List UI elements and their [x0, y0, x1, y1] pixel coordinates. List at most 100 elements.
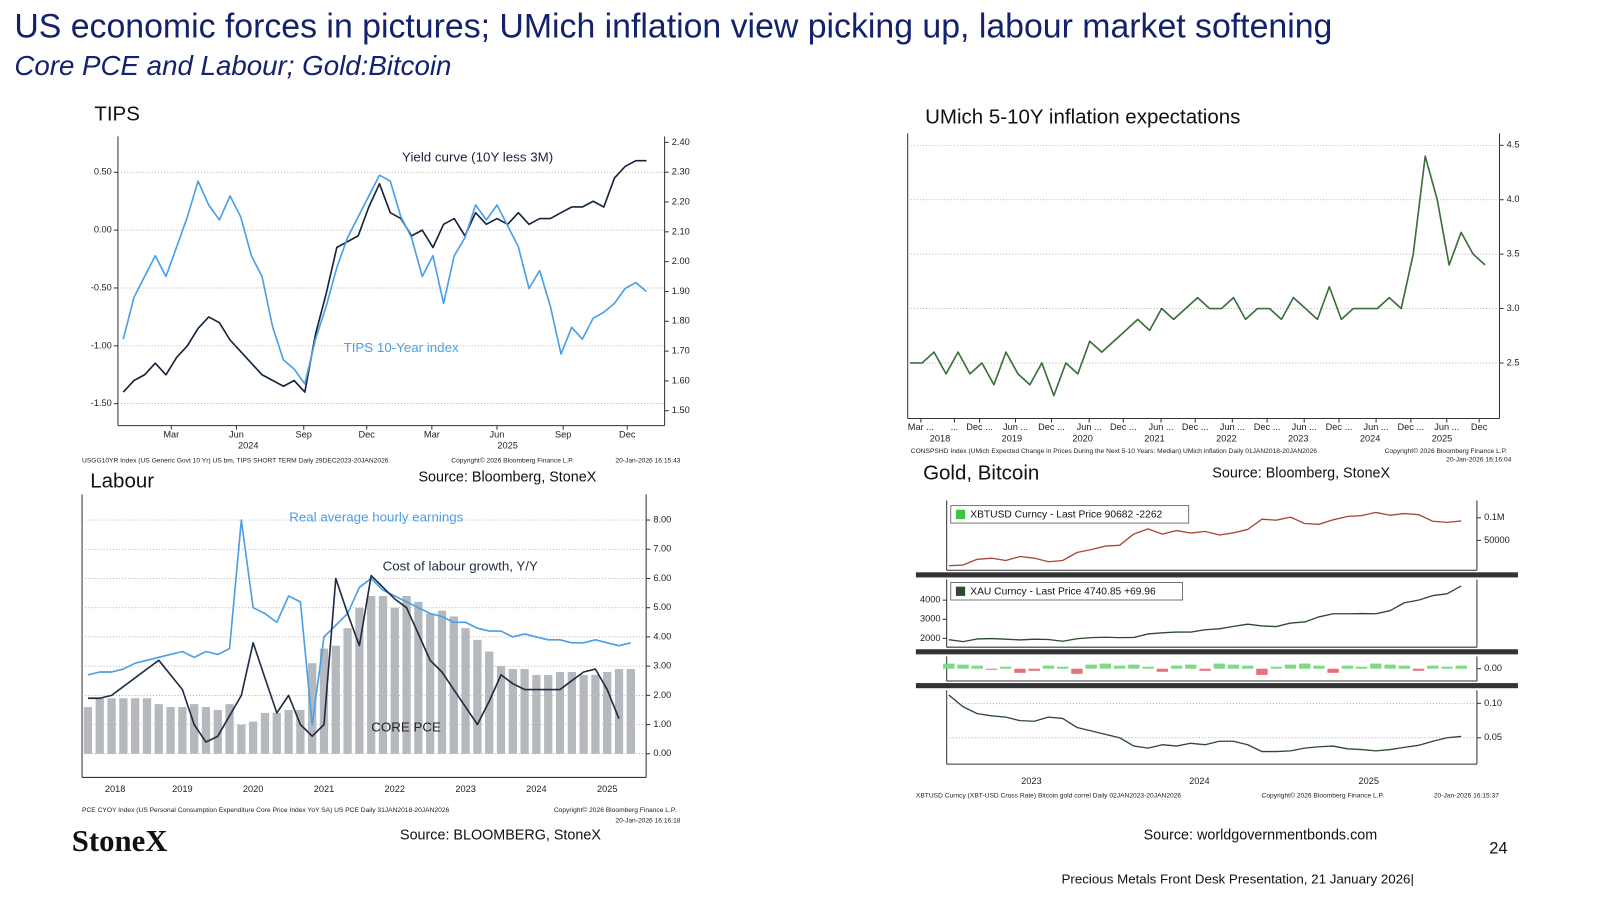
- source: Source: worldgovernmentbonds.com: [1144, 828, 1378, 844]
- footnote: Copyright© 2026 Bloomberg Finance L.P.: [1385, 447, 1508, 455]
- bar: [1313, 665, 1325, 669]
- y-tick-label: 0.10: [1484, 698, 1502, 708]
- footnote: PCE CYOY Index (US Personal Consumption …: [82, 807, 449, 814]
- panel-separators: [915, 572, 1518, 689]
- footnote: CONSPSHD Index (UMich Expected Change in…: [911, 448, 1318, 455]
- bar: [154, 704, 163, 754]
- bar: [567, 671, 576, 754]
- separator: [915, 649, 1518, 655]
- series-label: Cost of labour growth, Y/Y: [383, 559, 538, 574]
- bar: [614, 669, 624, 754]
- bar: [249, 721, 258, 754]
- y-tick-label: 8.00: [653, 515, 671, 525]
- bar: [1270, 666, 1282, 669]
- x-tick-label: Mar: [424, 429, 440, 439]
- x-tick-label: Jun ...: [1003, 422, 1028, 432]
- bar: [555, 671, 565, 754]
- x-tick-label: 2024: [1360, 433, 1381, 443]
- bar: [1128, 664, 1140, 669]
- bar: [107, 698, 116, 754]
- y-tick-label: 0.00: [1484, 663, 1502, 673]
- bar: [131, 698, 140, 754]
- y-tick-label: 2000: [920, 633, 941, 643]
- footnote: 20-Jan-2026 16:16:04: [1446, 456, 1511, 463]
- y-tick-label: 4.0: [1507, 194, 1520, 204]
- x-tick-label: Dec: [619, 429, 636, 439]
- bar: [1284, 664, 1297, 669]
- x-tick-label: Mar: [163, 429, 179, 439]
- x-tick-label: Jun ...: [1220, 422, 1245, 432]
- bar: [591, 674, 600, 754]
- x-tick-label: Jun: [490, 429, 505, 439]
- x-tick-label: Dec ...: [1038, 422, 1065, 432]
- x-tick-label: Dec ...: [1326, 422, 1353, 432]
- logo: StoneX: [72, 824, 168, 858]
- y-tick-label: 1.50: [672, 405, 690, 415]
- x-tick-label: 2019: [172, 784, 193, 794]
- x-tick-label: Sep: [296, 429, 312, 439]
- bar: [331, 645, 340, 754]
- y-tick-label: 4.00: [653, 631, 671, 641]
- bar: [1042, 665, 1055, 669]
- x-tick-label: 2019: [1002, 433, 1023, 443]
- bar: [1213, 663, 1225, 669]
- x-tick-label: 2018: [930, 433, 951, 443]
- footnote: 20-Jan-2026 16:15:43: [615, 457, 680, 464]
- series-label: CORE PCE: [371, 720, 441, 735]
- bar: [520, 669, 529, 754]
- x-tick-label: Dec ...: [1254, 422, 1281, 432]
- x-tick-label: Dec ...: [1398, 422, 1425, 432]
- y-tick-label: 1.90: [672, 286, 690, 296]
- source: Source: Bloomberg, StoneX: [418, 470, 596, 486]
- bar: [414, 601, 423, 754]
- x-tick-label: 2024: [1189, 776, 1210, 786]
- x-tick-label: Dec ...: [1182, 422, 1209, 432]
- x-tick-label: 2025: [1358, 776, 1379, 786]
- footnote: Copyright© 2026 Bloomberg Finance L.P.: [1262, 792, 1385, 800]
- x-tick-label: 2023: [1288, 433, 1309, 443]
- bar: [343, 628, 352, 754]
- series-label: Real average hourly earnings: [289, 509, 463, 524]
- footnote: 20-Jan-2026 16:16:18: [615, 817, 680, 824]
- y-tick-label: 50000: [1484, 535, 1510, 545]
- y-tick-label: 2.20: [672, 196, 690, 206]
- y-tick-label: 1.60: [672, 375, 690, 385]
- bar: [1142, 666, 1154, 669]
- x-tick-label: Jun ...: [1149, 422, 1174, 432]
- x-tick-label: Jun ...: [1364, 422, 1389, 432]
- x-tick-label: Sep: [555, 429, 571, 439]
- bar: [1355, 666, 1368, 669]
- y-tick-label: -1.00: [91, 340, 112, 350]
- bar: [308, 663, 317, 754]
- bar: [985, 668, 998, 670]
- bar: [473, 639, 482, 754]
- x-tick-label: Dec ...: [1110, 422, 1137, 432]
- x-tick-label: 2021: [314, 784, 335, 794]
- footer-text: Precious Metals Front Desk Presentation,…: [1062, 872, 1414, 887]
- x-tick-label: 2021: [1144, 433, 1165, 443]
- legend-swatch: [955, 586, 966, 596]
- line-series: [910, 155, 1486, 397]
- bar: [95, 698, 104, 754]
- bar: [225, 704, 234, 754]
- y-tick-label: 4000: [920, 595, 941, 605]
- legend-label: XAU Curncy - Last Price 4740.85 +69.96: [970, 586, 1156, 597]
- bar: [1028, 668, 1040, 671]
- y-tick-label: 2.30: [672, 167, 690, 177]
- x-tick-label: Dec ...: [966, 422, 993, 432]
- y-tick-label: 2.10: [672, 226, 690, 236]
- line-series: [87, 519, 631, 726]
- bar: [1441, 666, 1453, 669]
- chart-title: TIPS: [94, 102, 140, 125]
- y-tick-label: 3000: [920, 614, 941, 624]
- bar: [1341, 665, 1354, 669]
- y-tick-label: 0.1M: [1484, 512, 1505, 522]
- bar: [1298, 663, 1311, 669]
- x-tick-label: Dec: [1471, 422, 1488, 432]
- x-tick-label: Jun ...: [1077, 422, 1102, 432]
- bar: [83, 707, 93, 754]
- x-tick-label: 2024: [526, 784, 547, 794]
- bar: [1412, 668, 1425, 671]
- y-tick-label: 0.05: [1484, 732, 1502, 742]
- y-tick-label: 3.5: [1507, 249, 1520, 259]
